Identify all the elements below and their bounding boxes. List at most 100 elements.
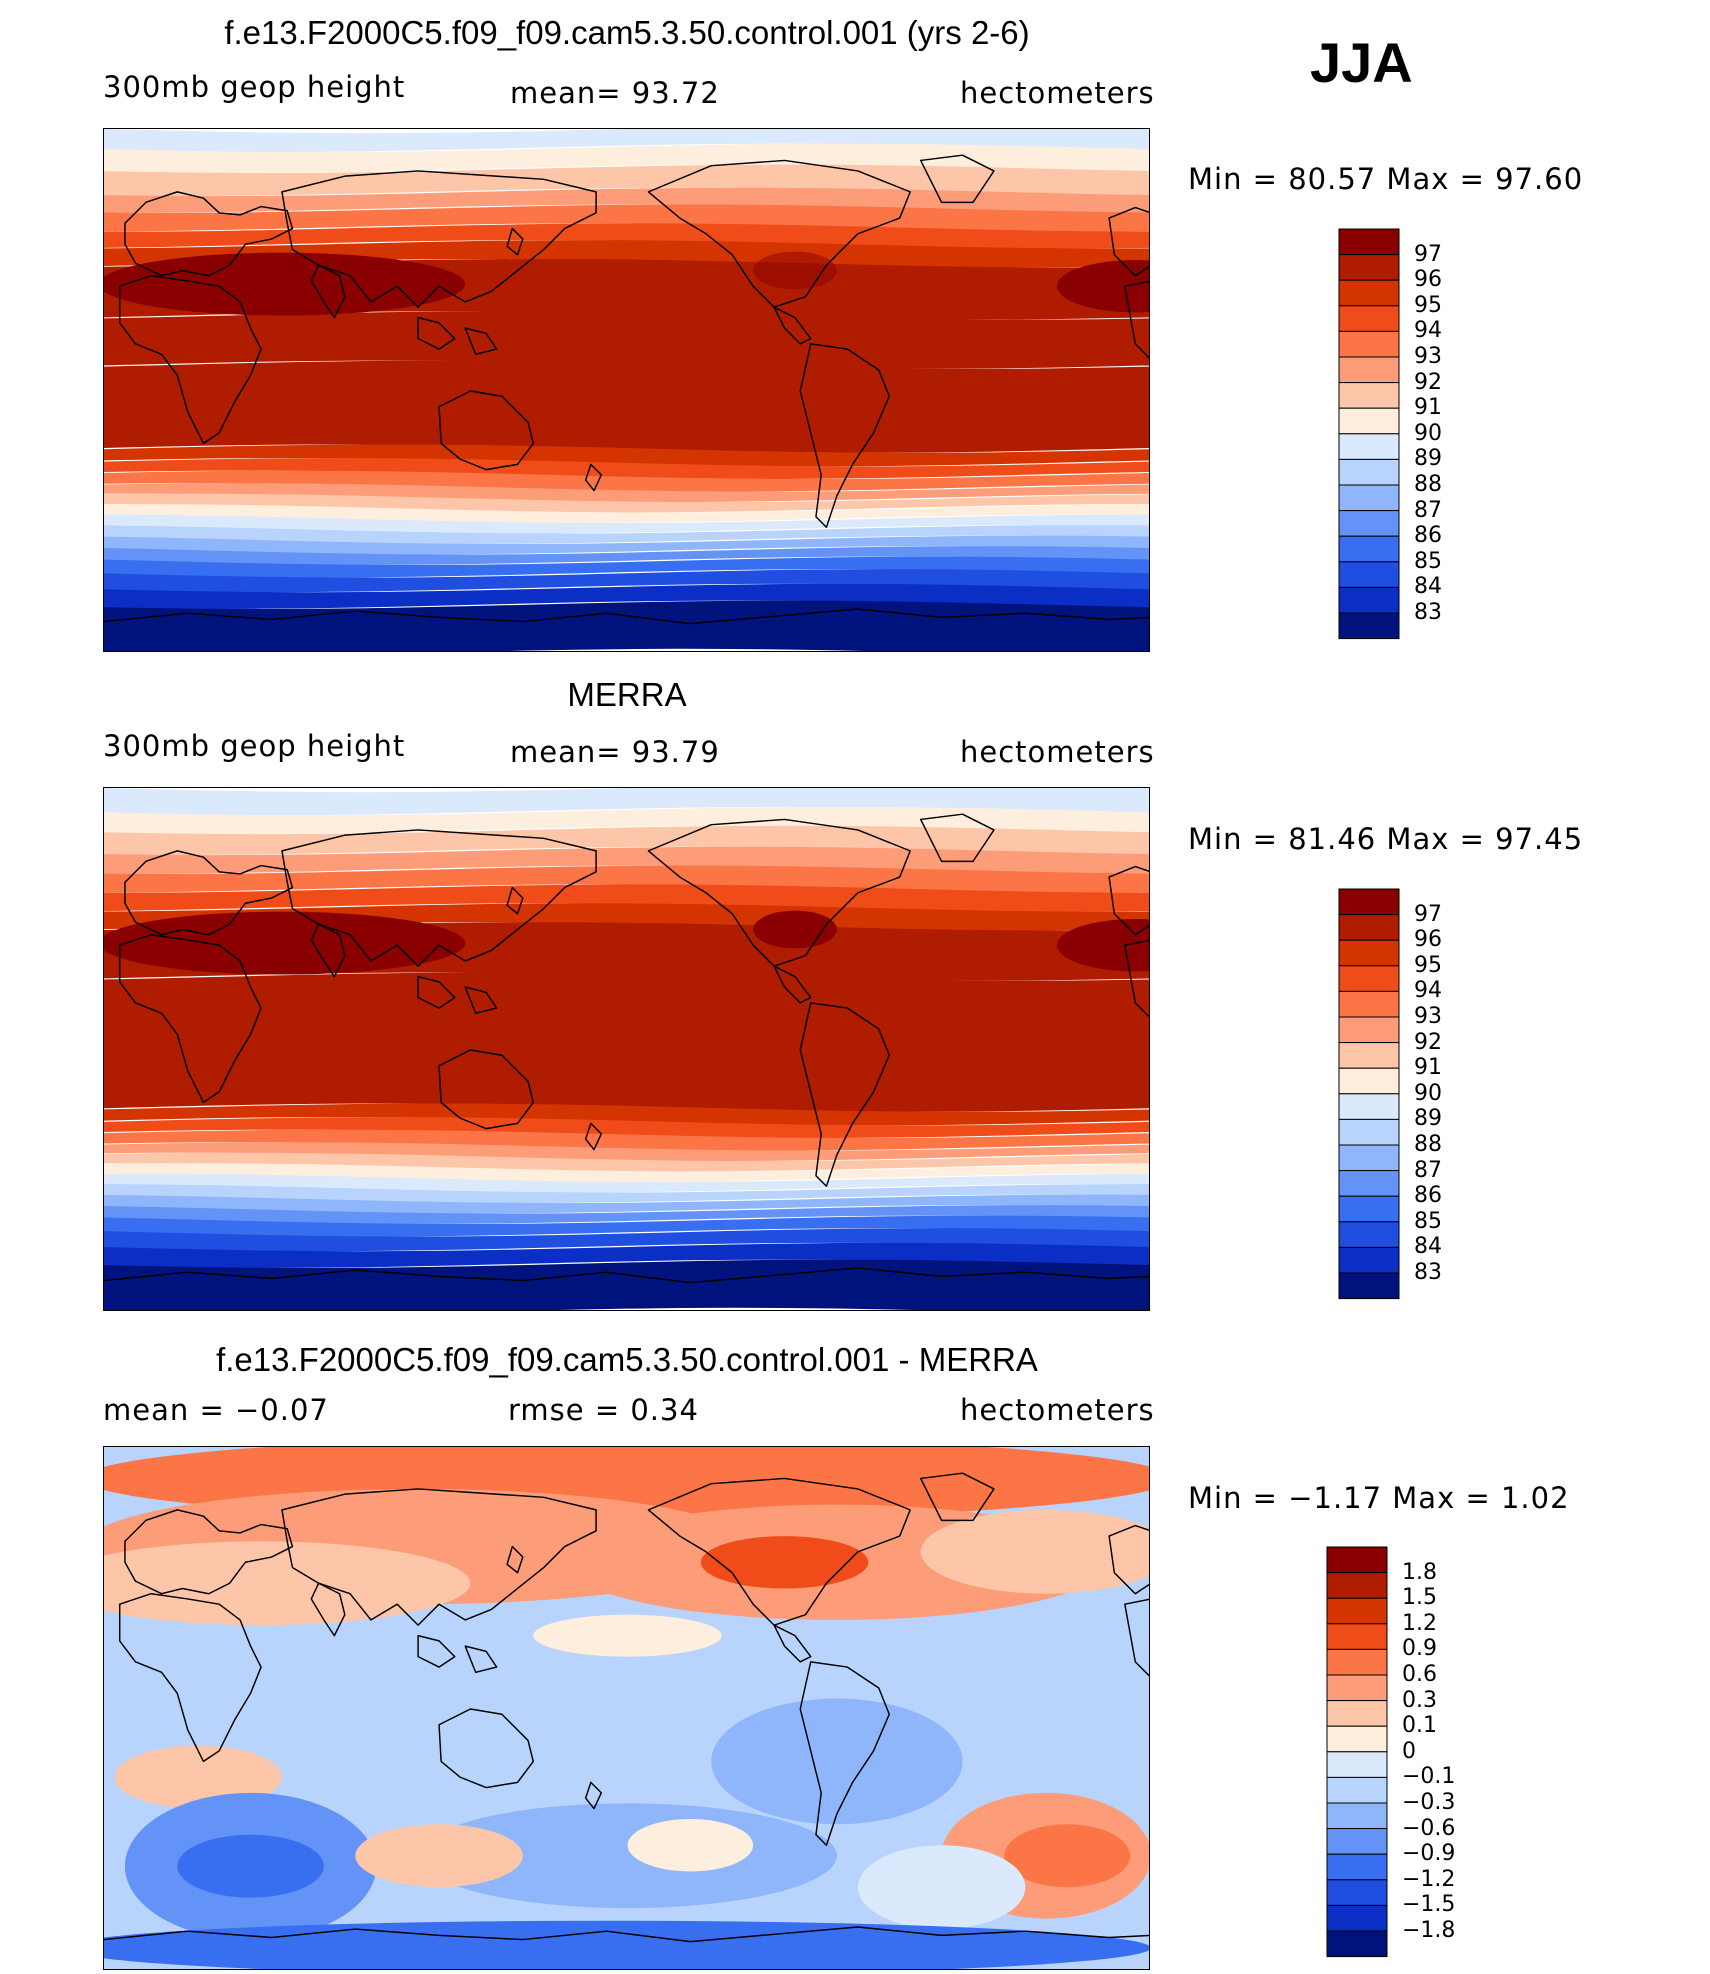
colorbar-box [1326,1546,1388,1574]
colorbar-box [1338,228,1400,256]
coastline [417,975,456,1009]
colorbar-box [1326,1725,1388,1753]
coastline [799,1002,890,1187]
colorbar-tick-label: 84 [1414,574,1442,600]
coastline [104,1267,1149,1284]
colorbar-box [1326,1802,1388,1830]
colorbar-box [1338,1246,1400,1274]
coastline [464,327,498,356]
colorbar-tick-label: 88 [1414,472,1442,497]
panel-3-mean-label: mean = −0.07 [103,1393,329,1427]
colorbar-box [1326,1572,1388,1599]
contour-band [104,514,1149,534]
panel-1-left-label: 300mb geop height [103,70,406,104]
colorbar-tick-label: 91 [1414,395,1442,421]
coastline [1124,1598,1149,1677]
contour-band [104,788,1149,816]
colorbar-box [1326,1828,1388,1855]
contour-band [104,546,1149,565]
colorbar-box [1326,1776,1388,1804]
colorbar-box [1338,586,1400,614]
contour-band [104,360,1149,453]
anomaly-blob [920,1509,1149,1594]
colorbar-box [1338,612,1400,640]
colorbar-tick-label: 95 [1414,292,1442,318]
contour-band [104,204,1149,232]
panel-2-map [103,787,1150,1311]
coastline [1108,865,1149,936]
panel-1-title: f.e13.F2000C5.f09_f09.cam5.3.50.control.… [224,14,1030,51]
colorbar-tick-label: −1.2 [1402,1866,1456,1892]
colorbar-boxes [1326,1546,1388,1958]
panel-3-map [103,1446,1150,1970]
colorbar-tick-label: 1.5 [1402,1585,1437,1611]
contour-band [104,483,1149,503]
colorbar-box [1326,1853,1388,1881]
contour-band [104,525,1149,545]
contour-band [104,806,1149,835]
coastline [799,343,890,528]
panel-3-title: f.e13.F2000C5.f09_f09.cam5.3.50.control.… [216,1341,1038,1378]
colorbar-tick-label: 96 [1414,927,1442,953]
colorbar-boxes [1338,888,1400,1300]
contour-band [104,1259,1149,1310]
coastline [919,154,995,204]
coastline [118,933,262,1104]
contour-band [104,187,1149,213]
contour-band [104,556,1149,578]
colorbar-box [1338,965,1400,992]
colorbar-box [1326,1648,1388,1676]
coastline [281,1488,597,1626]
contour-band [104,583,1149,609]
panel-1-mean-label: mean= 93.72 [510,76,720,110]
colorbar-box [1326,1674,1388,1702]
colorbar-tick-label: 92 [1414,369,1442,395]
coastline [1108,1524,1149,1595]
colorbar-box [1338,939,1400,967]
colorbar-tick-label: 88 [1414,1132,1442,1157]
coastline [124,850,294,936]
coastline [773,965,812,1004]
coastline [438,390,535,471]
panel-3-units-label: hectometers [960,1393,1155,1427]
colorbar-tick-label: 91 [1414,1055,1442,1081]
colorbar-tick-label: 1.8 [1402,1559,1437,1585]
coastline [464,1645,498,1674]
colorbar-tick-label: −1.5 [1402,1892,1456,1918]
colorbar-tick-label: −0.1 [1402,1764,1456,1790]
panel-1-map [103,128,1150,652]
colorbar-tick-label: 94 [1414,978,1442,1004]
colorbar-box [1338,330,1400,358]
colorbar-tick-label: 86 [1414,523,1442,549]
coastline [310,923,346,978]
anomaly-blob [857,1845,1026,1930]
coastline [506,886,524,915]
contour-max-atlantic [1056,919,1149,972]
panel-2-units-label: hectometers [960,735,1155,769]
colorbar-tick-label: 89 [1414,1106,1442,1132]
contour-band [104,846,1149,874]
contour-band [104,1152,1149,1172]
panel-2-minmax: Min = 81.46 Max = 97.45 [1188,822,1584,856]
colorbar-box [1326,1904,1388,1932]
colorbar-box [1338,433,1400,460]
colorbar-tick-label: 86 [1414,1183,1442,1209]
panel-2-left-label: 300mb geop height [103,729,406,763]
anomaly-blob [114,1745,282,1809]
coastline [919,813,995,863]
contour-max-atlantic [1056,260,1149,313]
anomaly-blob [104,1541,471,1626]
coastline [438,1708,535,1789]
coastline [1108,206,1149,277]
contour-band [104,1142,1149,1162]
contour-band [104,129,1149,153]
colorbar-tick-label: 93 [1414,344,1442,369]
colorbar-box [1338,510,1400,537]
colorbar-tick-label: 83 [1414,600,1442,625]
panel-1-minmax: Min = 80.57 Max = 97.60 [1188,162,1584,196]
colorbar-box [1338,356,1400,384]
colorbar-box [1338,561,1400,588]
anomaly-blob [104,1920,1149,1969]
colorbar-tick-label: 0.3 [1402,1687,1437,1713]
